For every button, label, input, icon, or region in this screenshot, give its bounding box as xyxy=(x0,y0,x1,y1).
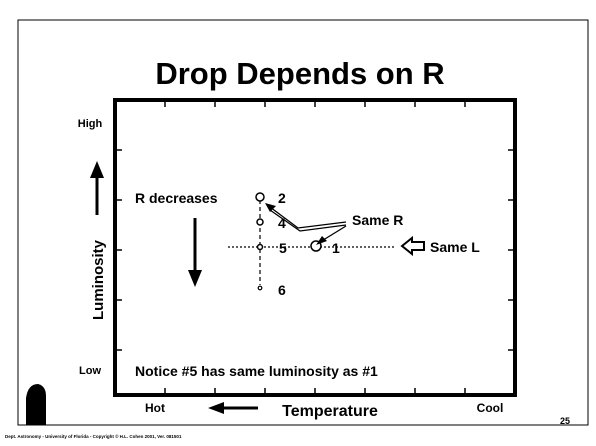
pointer-head xyxy=(316,236,327,245)
down-arrow xyxy=(188,218,202,287)
point-label: 2 xyxy=(278,190,286,206)
high-label: High xyxy=(78,118,103,130)
point xyxy=(256,243,264,251)
y-axis-label: Luminosity xyxy=(90,239,107,320)
point-label: 5 xyxy=(279,240,287,256)
cool-label: Cool xyxy=(477,401,504,415)
same-l-arrow xyxy=(400,235,425,257)
same-l: Same L xyxy=(430,239,480,255)
point xyxy=(255,192,265,202)
title: Drop Depends on R xyxy=(155,56,444,91)
left-arrow xyxy=(208,402,258,414)
point-label: 1 xyxy=(332,240,340,256)
point xyxy=(257,285,263,291)
point-label: 4 xyxy=(278,215,286,231)
logo xyxy=(26,384,46,425)
page-number: 25 xyxy=(560,416,570,426)
r-decreases: R decreases xyxy=(135,190,218,206)
same-r: Same R xyxy=(352,212,403,228)
point xyxy=(256,218,264,226)
slide-border xyxy=(17,19,589,426)
notice: Notice #5 has same luminosity as #1 xyxy=(135,363,378,379)
hot-label: Hot xyxy=(145,401,165,415)
up-arrow xyxy=(90,161,104,215)
low-label: Low xyxy=(79,365,101,377)
x-axis-label: Temperature xyxy=(282,403,378,420)
ticks xyxy=(115,100,515,395)
point-label: 6 xyxy=(278,282,286,298)
pointer-head xyxy=(265,203,276,212)
footer: Dept. Astronomy - University of Florida … xyxy=(5,433,182,439)
